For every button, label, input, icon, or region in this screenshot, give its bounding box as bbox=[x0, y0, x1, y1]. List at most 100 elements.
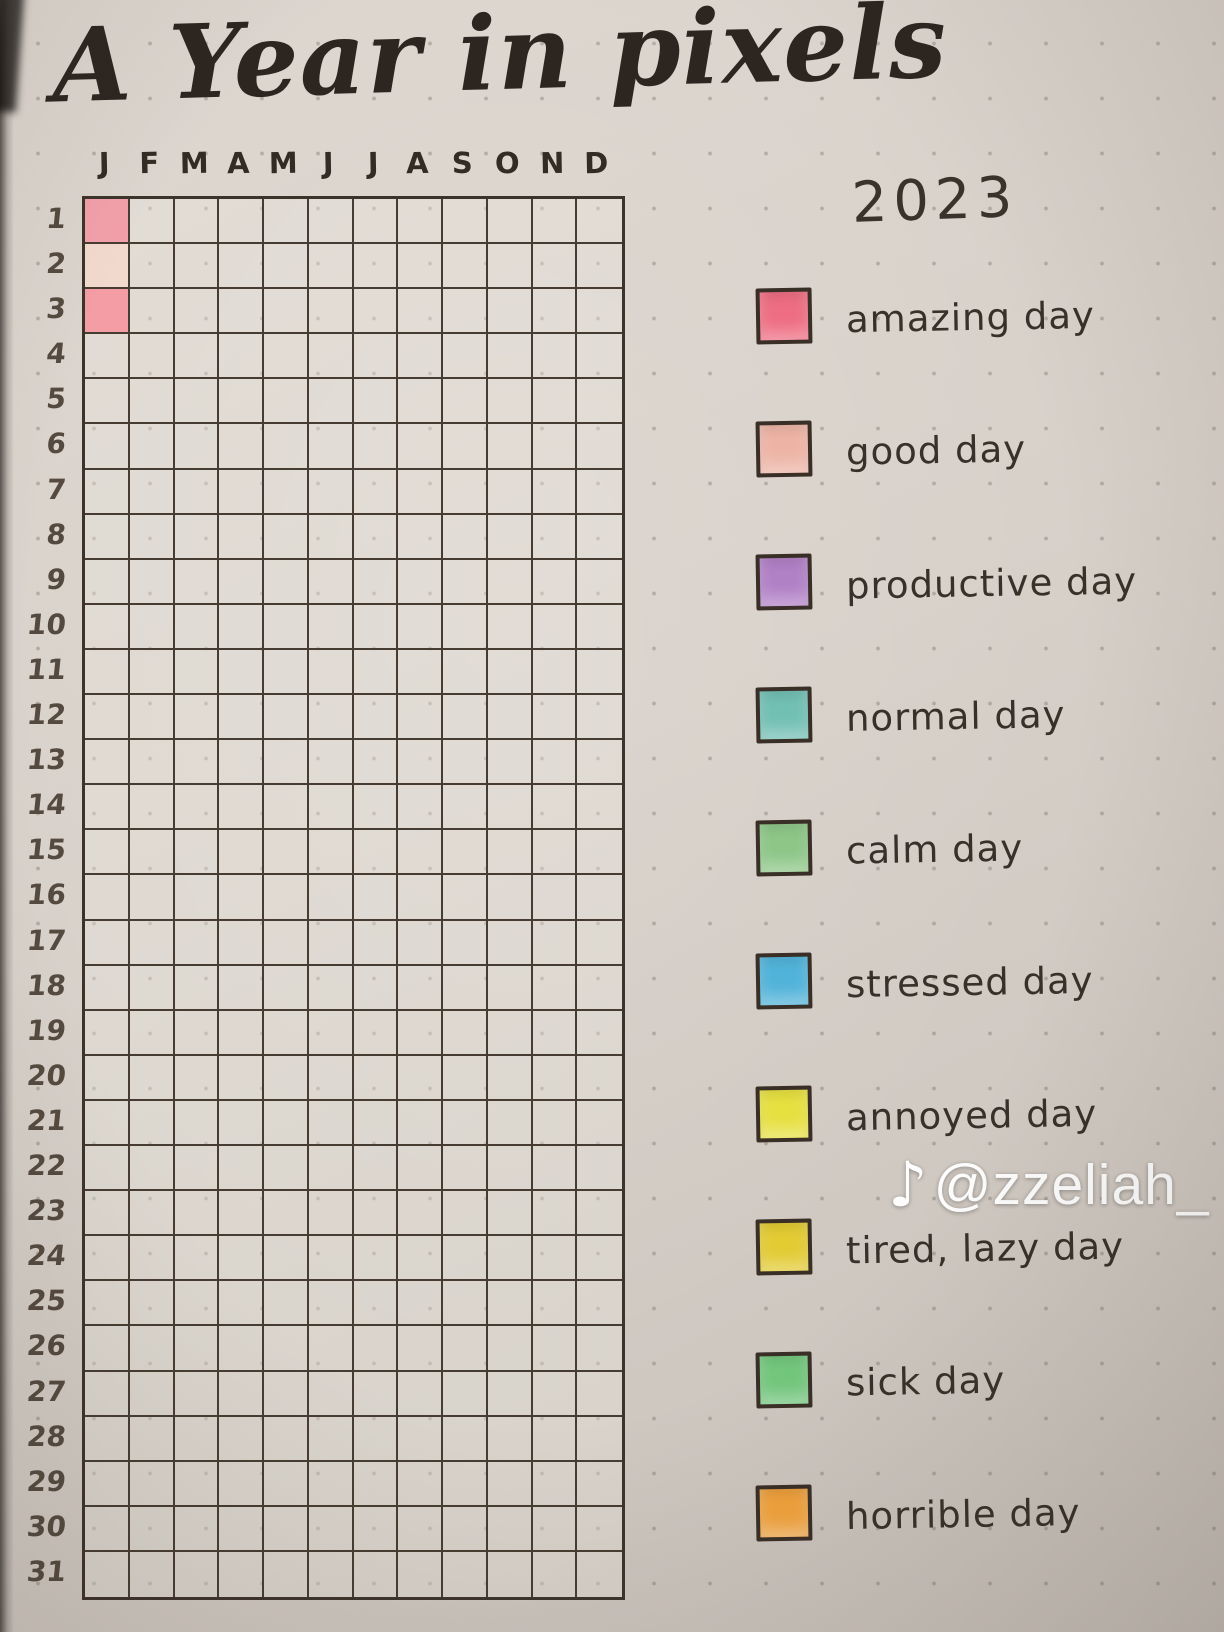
tiktok-watermark: ♪ @zzeliah_ bbox=[888, 1152, 1210, 1218]
pixel-cell-day15-month6 bbox=[308, 830, 354, 876]
pixel-cell-day4-month10 bbox=[487, 334, 533, 380]
pixel-cell-day1-month3 bbox=[174, 199, 220, 245]
pixel-cell-day16-month12 bbox=[577, 875, 622, 921]
pixel-cell-day8-month1 bbox=[85, 514, 130, 560]
pixel-cell-day19-month5 bbox=[264, 1010, 309, 1056]
mood-legend: amazing day good day productive day normal … bbox=[755, 287, 1216, 1618]
pixel-cell-day26-month2 bbox=[129, 1326, 175, 1372]
pixel-cell-day7-month5 bbox=[264, 469, 309, 515]
month-label-2: F bbox=[138, 145, 160, 181]
pixel-cell-day10-month10 bbox=[487, 604, 533, 650]
pixel-cell-day5-month12 bbox=[577, 379, 622, 425]
pixel-cell-day10-month5 bbox=[264, 604, 309, 650]
pixel-cell-day8-month8 bbox=[398, 514, 443, 560]
legend-item-10: horrible day bbox=[755, 1484, 1216, 1618]
legend-item-1: amazing day bbox=[755, 287, 1216, 421]
pixel-cell-day18-month10 bbox=[487, 965, 533, 1011]
pixel-cell-day12-month6 bbox=[308, 695, 354, 741]
pixel-cell-day23-month6 bbox=[308, 1191, 354, 1237]
pixel-cell-day23-month10 bbox=[487, 1191, 533, 1237]
pixel-cell-day26-month12 bbox=[577, 1326, 622, 1372]
pixel-cell-day5-month8 bbox=[398, 379, 443, 425]
watermark-handle: @zzeliah_ bbox=[933, 1153, 1210, 1217]
pixel-cell-day26-month3 bbox=[174, 1326, 220, 1372]
pixel-cell-day15-month5 bbox=[264, 830, 309, 876]
pixel-cell-day9-month6 bbox=[308, 559, 354, 605]
pixel-cell-day19-month1 bbox=[85, 1010, 130, 1056]
pixel-cell-day18-month2 bbox=[129, 965, 175, 1011]
pixel-cell-day15-month1 bbox=[85, 830, 130, 876]
pixel-cell-day25-month2 bbox=[129, 1281, 175, 1327]
pixel-cell-day19-month6 bbox=[308, 1010, 354, 1056]
pixel-cell-day21-month1 bbox=[85, 1100, 130, 1147]
pixel-cell-day11-month7 bbox=[353, 649, 399, 696]
pixel-cell-day13-month5 bbox=[264, 740, 309, 786]
pixel-cell-day16-month11 bbox=[532, 875, 578, 921]
pixel-cell-day15-month10 bbox=[487, 830, 533, 876]
pixel-cell-day10-month7 bbox=[353, 604, 399, 650]
pixel-cell-day6-month7 bbox=[353, 424, 399, 470]
pixel-cell-day14-month2 bbox=[129, 785, 175, 831]
pixel-cell-day10-month12 bbox=[577, 605, 622, 650]
pixel-cell-day20-month11 bbox=[532, 1055, 578, 1101]
month-label-12: D bbox=[584, 145, 609, 181]
pixel-cell-day17-month4 bbox=[219, 920, 264, 966]
legend-swatch-7 bbox=[755, 1085, 813, 1143]
pixel-cell-day14-month9 bbox=[443, 785, 488, 831]
pixel-cell-day9-month7 bbox=[353, 559, 399, 605]
pixel-cell-day27-month11 bbox=[532, 1371, 578, 1417]
pixel-cell-day6-month9 bbox=[443, 424, 488, 470]
pixel-cell-day2-month12 bbox=[577, 244, 622, 290]
pixel-cell-day28-month9 bbox=[443, 1416, 488, 1462]
pixel-cell-day21-month7 bbox=[353, 1100, 399, 1147]
pixel-cell-day7-month2 bbox=[129, 469, 175, 515]
pixel-cell-day23-month1 bbox=[85, 1191, 130, 1237]
pixel-cell-day12-month10 bbox=[487, 695, 533, 741]
pixel-cell-day12-month3 bbox=[174, 695, 220, 741]
pixel-cell-day13-month8 bbox=[398, 740, 443, 786]
pixel-cell-day25-month9 bbox=[443, 1281, 488, 1327]
pixel-cell-day2-month2 bbox=[129, 244, 175, 290]
pixel-cell-day26-month8 bbox=[398, 1326, 443, 1372]
pixel-cell-day30-month1 bbox=[85, 1506, 130, 1552]
legend-swatch-8 bbox=[755, 1218, 813, 1276]
legend-item-9: sick day bbox=[755, 1351, 1216, 1485]
pixel-cell-day9-month8 bbox=[398, 559, 443, 605]
pixel-cell-day8-month5 bbox=[264, 514, 309, 560]
pixel-cell-day26-month1 bbox=[85, 1326, 130, 1372]
pixel-cell-day14-month3 bbox=[174, 785, 220, 831]
pixel-cell-day6-month5 bbox=[264, 424, 309, 470]
legend-swatch-10 bbox=[755, 1484, 813, 1542]
pixel-cell-day30-month3 bbox=[174, 1506, 220, 1552]
pixel-cell-day18-month9 bbox=[443, 965, 488, 1011]
pixel-cell-day12-month5 bbox=[264, 695, 309, 741]
pixel-cell-day11-month11 bbox=[532, 649, 578, 696]
pixel-cell-day13-month10 bbox=[487, 740, 533, 786]
pixel-cell-day22-month5 bbox=[264, 1146, 309, 1192]
pixel-cell-day8-month7 bbox=[353, 514, 399, 560]
pixel-cell-day16-month5 bbox=[264, 875, 309, 921]
pixel-cell-day20-month6 bbox=[308, 1055, 354, 1101]
pixel-cell-day20-month10 bbox=[487, 1055, 533, 1101]
pixel-cell-day8-month3 bbox=[174, 514, 220, 560]
month-label-9: S bbox=[451, 145, 474, 181]
pixel-cell-day12-month12 bbox=[577, 695, 622, 741]
pixel-cell-day24-month12 bbox=[577, 1236, 622, 1282]
legend-label-5: calm day bbox=[845, 826, 1024, 873]
pixel-cell-day11-month8 bbox=[398, 649, 443, 696]
pixel-cell-day11-month5 bbox=[264, 649, 309, 696]
pixel-cell-day6-month2 bbox=[129, 424, 175, 470]
tiktok-music-note-icon: ♪ bbox=[888, 1148, 928, 1221]
pixel-cell-day9-month12 bbox=[577, 560, 622, 605]
pixel-cell-day24-month5 bbox=[264, 1236, 309, 1282]
pixel-cell-day5-month11 bbox=[532, 379, 578, 425]
pixel-cell-day17-month3 bbox=[174, 920, 220, 966]
pixel-cell-day17-month8 bbox=[398, 920, 443, 966]
pixel-cell-day27-month6 bbox=[308, 1371, 354, 1417]
pixel-cell-day18-month4 bbox=[219, 965, 264, 1011]
pixel-cell-day24-month8 bbox=[398, 1236, 443, 1282]
pixel-cell-day7-month1 bbox=[85, 469, 130, 515]
pixel-cell-day1-month9 bbox=[443, 199, 488, 245]
pixel-cell-day4-month11 bbox=[532, 334, 578, 380]
